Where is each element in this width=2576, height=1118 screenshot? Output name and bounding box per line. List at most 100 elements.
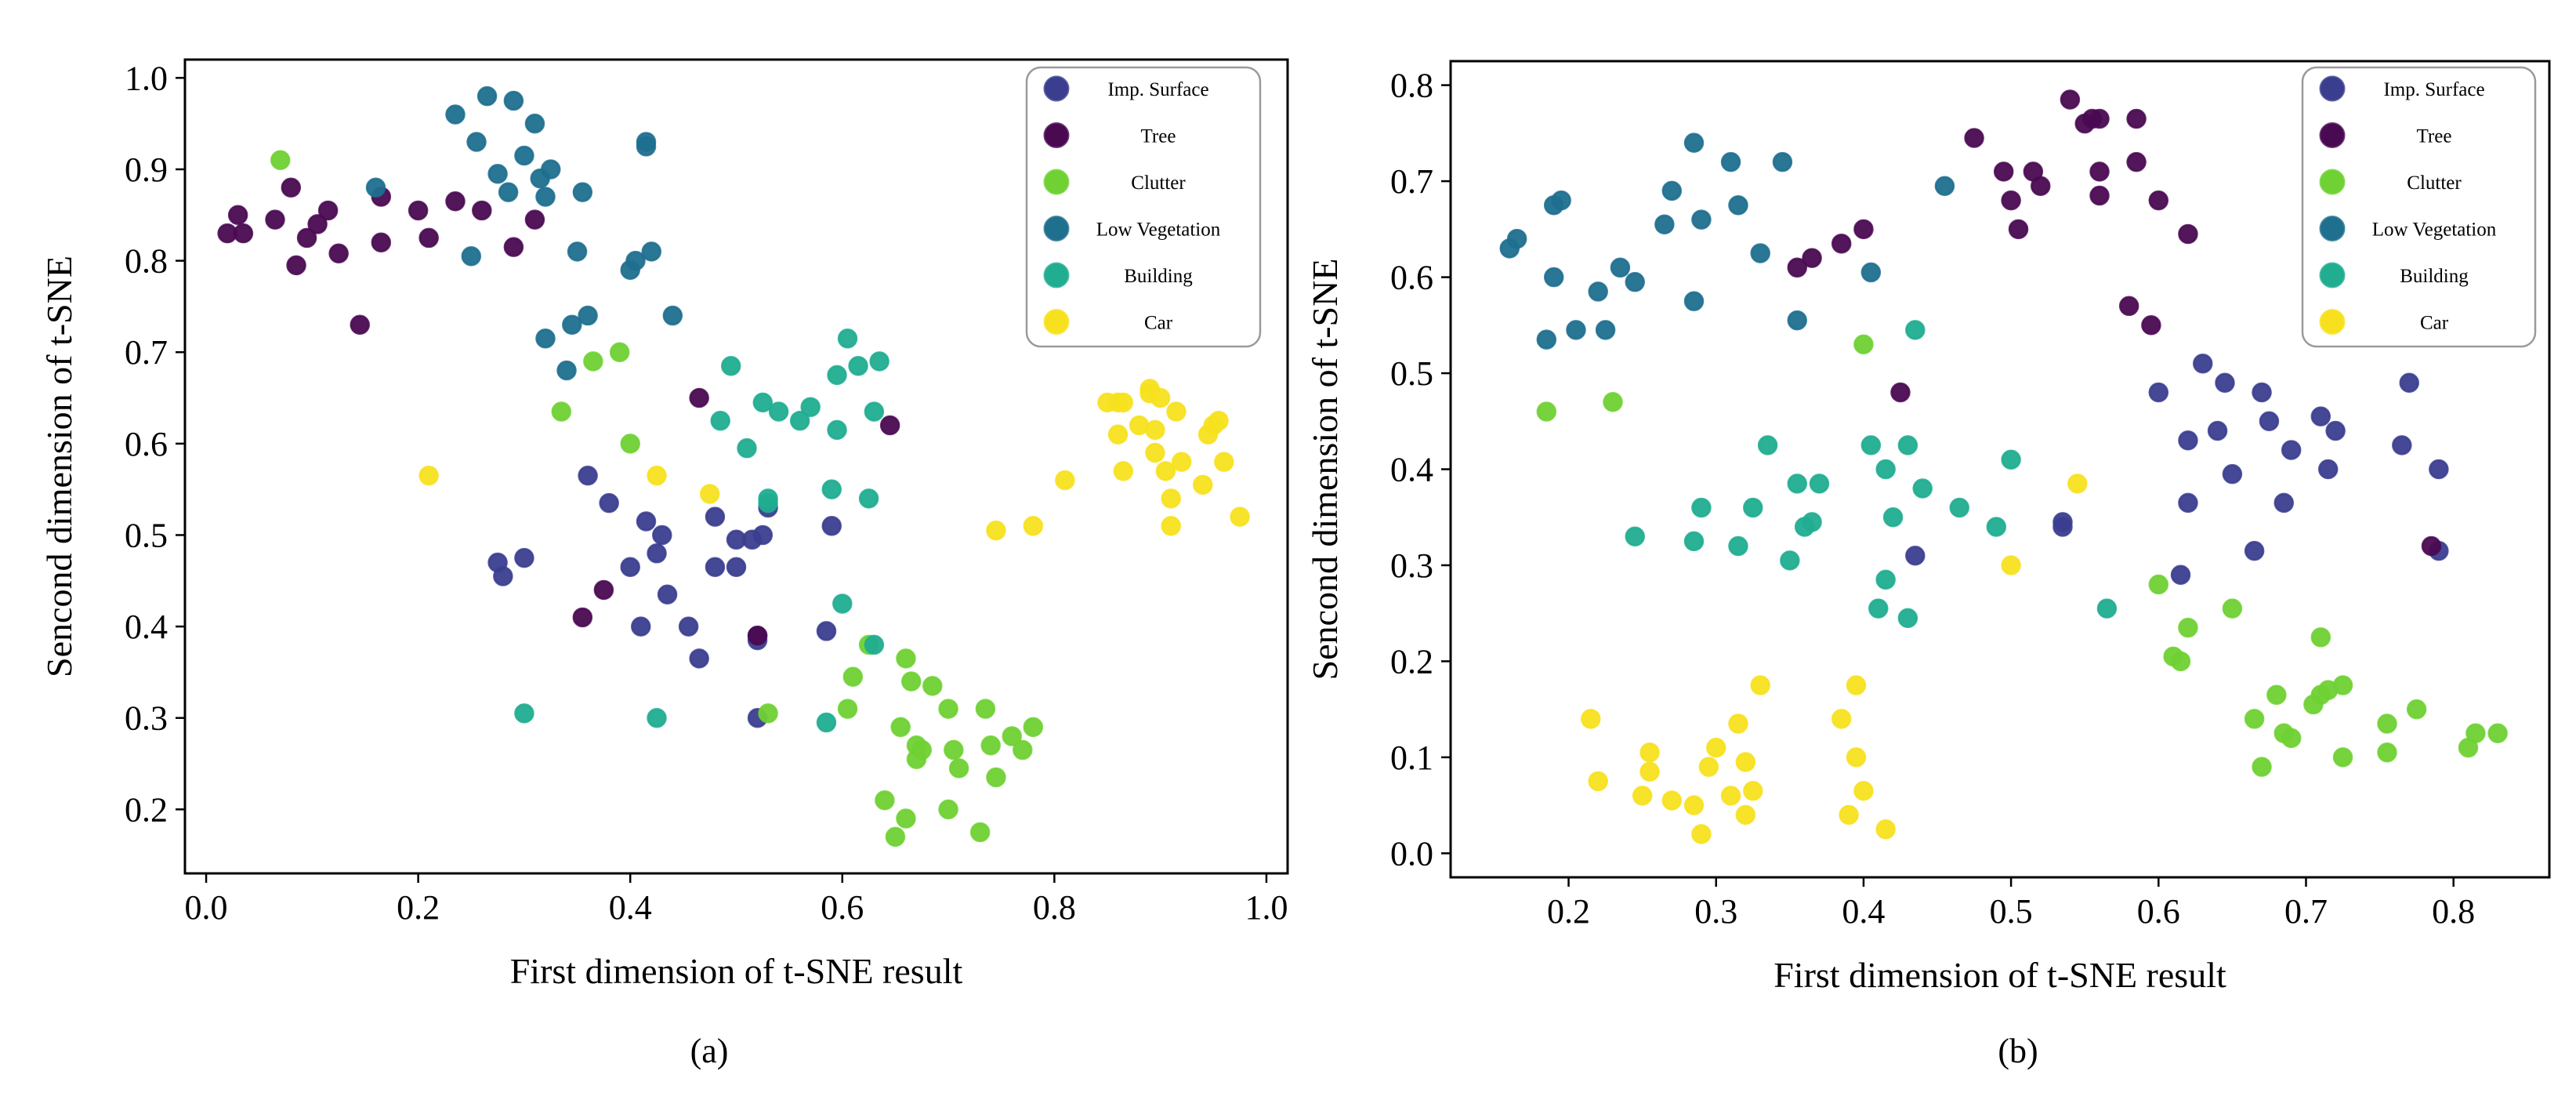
data-point <box>2193 354 2213 374</box>
y-tick-label: 1.0 <box>125 59 168 97</box>
x-axis-label: First dimension of t-SNE result <box>1773 955 2226 995</box>
data-point <box>2465 723 2486 744</box>
data-point <box>641 241 662 262</box>
caption-b: (b) <box>1998 1032 2038 1070</box>
data-point <box>1171 452 1192 472</box>
x-tick-label: 0.5 <box>1990 892 2033 931</box>
data-point <box>1839 804 1859 826</box>
data-point <box>2487 723 2508 744</box>
data-point <box>365 177 386 198</box>
legend-marker <box>1043 169 1070 195</box>
data-point <box>2118 296 2139 317</box>
data-point <box>2001 555 2021 575</box>
data-point <box>752 525 774 546</box>
data-point <box>572 182 593 202</box>
data-point <box>2148 190 2169 211</box>
data-point <box>1720 786 1741 806</box>
data-point <box>1802 248 1822 268</box>
data-point <box>1772 151 1793 172</box>
data-point <box>752 392 774 413</box>
data-point <box>816 621 837 641</box>
data-point <box>948 758 969 779</box>
x-tick-label: 0.7 <box>2284 892 2328 931</box>
data-point <box>1161 516 1181 536</box>
data-point <box>1581 709 1601 729</box>
series-building <box>514 328 889 733</box>
legend-label: Car <box>2420 313 2449 334</box>
data-point <box>1683 531 1705 552</box>
data-point <box>1023 717 1044 738</box>
data-point <box>2170 651 2191 672</box>
y-tick-label: 0.4 <box>125 608 168 646</box>
y-tick-label: 0.7 <box>125 333 168 372</box>
data-point <box>848 355 868 376</box>
data-point <box>662 305 683 326</box>
legend-marker <box>2319 169 2346 195</box>
data-point <box>2429 459 2449 480</box>
data-point <box>944 739 964 760</box>
data-point <box>472 200 492 221</box>
legend-label: Low Vegetation <box>1096 220 1221 241</box>
data-point <box>418 465 439 486</box>
data-point <box>1846 675 1867 695</box>
legend-label: Tree <box>1141 126 1176 147</box>
legend-label: Imp. Surface <box>1107 79 1208 100</box>
data-point <box>1654 214 1675 234</box>
data-point <box>2281 440 2302 460</box>
data-point <box>2266 684 2287 706</box>
data-point <box>620 434 640 454</box>
data-point <box>1809 474 1830 494</box>
data-point <box>900 671 922 691</box>
data-point <box>296 227 317 249</box>
legend-label: Clutter <box>1131 172 1186 194</box>
data-point <box>1683 291 1705 311</box>
legend-label: Building <box>1124 266 1193 287</box>
data-point <box>1107 424 1129 445</box>
x-tick-label: 0.2 <box>1547 892 1590 931</box>
data-point <box>710 410 730 431</box>
data-point <box>1875 569 1896 590</box>
data-point <box>1868 598 1889 619</box>
data-point <box>1897 608 1918 629</box>
x-tick-label: 0.6 <box>821 888 864 927</box>
data-point <box>503 237 524 257</box>
legend-box <box>2301 66 2537 348</box>
data-point <box>583 351 603 372</box>
data-point <box>445 191 466 212</box>
data-point <box>1905 320 1926 340</box>
data-point <box>2259 411 2280 432</box>
data-point <box>1802 512 1822 532</box>
data-point <box>1661 790 1683 811</box>
data-point <box>2325 420 2346 441</box>
data-point <box>800 397 821 417</box>
data-point <box>2089 185 2110 206</box>
data-point <box>1750 243 1770 263</box>
data-point <box>562 314 582 335</box>
data-point <box>620 557 640 578</box>
data-point <box>1912 478 1933 499</box>
data-point <box>1705 737 1726 758</box>
data-point <box>2178 492 2198 514</box>
data-point <box>2008 219 2029 240</box>
data-point <box>2215 372 2235 394</box>
data-point <box>1113 392 1134 413</box>
data-point <box>2178 223 2198 245</box>
data-point <box>350 314 370 335</box>
data-point <box>1787 474 1807 494</box>
data-point <box>2377 713 2397 734</box>
y-tick-label: 0.6 <box>125 425 168 463</box>
data-point <box>657 584 678 605</box>
x-tick-label: 0.0 <box>185 888 228 927</box>
y-tick-label: 0.5 <box>125 516 168 554</box>
y-tick-label: 0.3 <box>125 699 168 738</box>
data-point <box>233 223 254 244</box>
data-point <box>1632 786 1653 806</box>
data-point <box>2222 598 2243 619</box>
data-point <box>647 543 667 564</box>
data-point <box>2244 540 2265 561</box>
data-point <box>1610 257 1631 278</box>
legend-label: Building <box>2400 266 2469 287</box>
data-point <box>875 789 895 811</box>
plot-frame <box>183 58 1289 875</box>
data-point <box>514 145 534 166</box>
